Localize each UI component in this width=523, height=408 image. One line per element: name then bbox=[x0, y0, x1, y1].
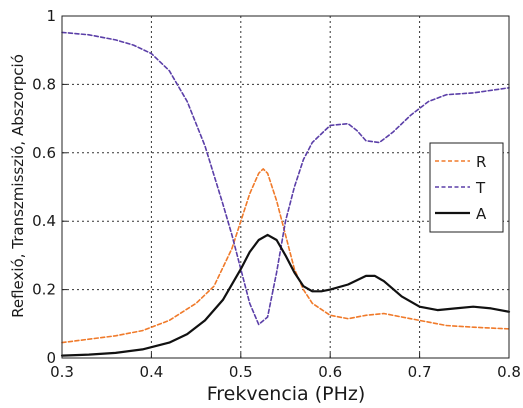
x-tick-label: 0.5 bbox=[229, 363, 253, 381]
x-tick-label: 0.7 bbox=[408, 363, 432, 381]
y-tick-labels: 0 0.2 0.4 0.6 0.8 1 bbox=[32, 7, 67, 367]
x-tick-label: 0.4 bbox=[139, 363, 163, 381]
x-tick-label: 0.6 bbox=[318, 363, 342, 381]
x-tick-label: 0.3 bbox=[50, 363, 74, 381]
legend-label-a: A bbox=[476, 205, 487, 223]
series-line-a bbox=[60, 233, 511, 357]
y-tick-label: 0.2 bbox=[32, 281, 56, 299]
y-tick-label: 0.8 bbox=[32, 75, 56, 93]
series-line-r bbox=[61, 168, 510, 344]
grid bbox=[62, 16, 509, 358]
y-tick-label: 0 bbox=[46, 349, 56, 367]
plot-frame bbox=[61, 15, 510, 359]
legend-label-r: R bbox=[476, 153, 486, 171]
legend-box bbox=[429, 142, 504, 233]
y-tick-label: 0.6 bbox=[32, 144, 56, 162]
x-tick-labels: 0.3 0.4 0.5 0.6 0.7 0.8 bbox=[50, 353, 521, 381]
y-tick-label: 1 bbox=[46, 7, 56, 25]
legend-label-t: T bbox=[475, 179, 486, 197]
series-layer bbox=[60, 31, 511, 357]
legend: RTA bbox=[429, 142, 504, 233]
x-axis-label: Frekvencia (PHz) bbox=[207, 383, 366, 405]
y-axis-label: Reflexió, Transzmisszió, Abszorpció bbox=[9, 54, 27, 318]
y-tick-label: 0.4 bbox=[32, 212, 56, 230]
x-tick-label: 0.8 bbox=[497, 363, 521, 381]
